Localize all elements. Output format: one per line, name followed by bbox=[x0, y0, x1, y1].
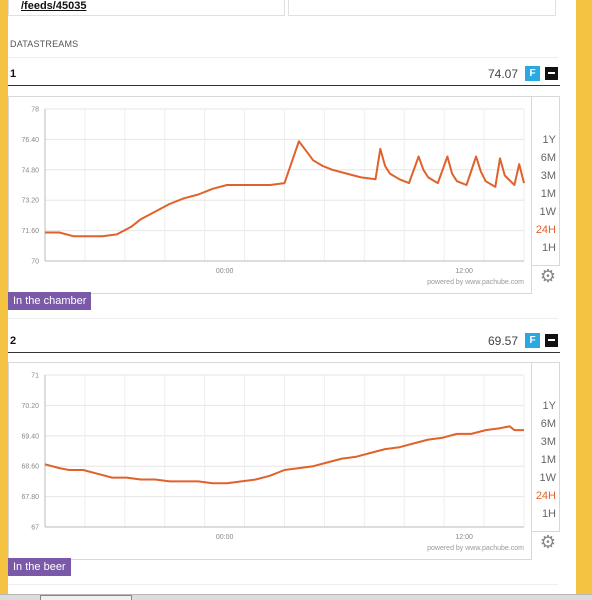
datastreams-heading: DATASTREAMS bbox=[10, 39, 79, 49]
range-selector: 1Y 6M 3M 1M 1W 24H 1H bbox=[532, 96, 560, 266]
datastream-current-value: 69.57 bbox=[487, 334, 518, 348]
fahrenheit-button[interactable]: F bbox=[525, 333, 540, 348]
range-option-6m[interactable]: 6M bbox=[540, 152, 556, 164]
status-bar-tab[interactable] bbox=[40, 595, 132, 600]
powered-by-text: powered by www.pachube.com bbox=[427, 279, 524, 286]
range-option-1y[interactable]: 1Y bbox=[542, 400, 556, 412]
datastream-tag[interactable]: In the beer bbox=[8, 558, 71, 576]
datastream-id: 1 bbox=[10, 68, 17, 80]
y-tick-label: 68.60 bbox=[21, 464, 39, 471]
y-tick-label: 73.20 bbox=[21, 198, 39, 205]
range-option-24h[interactable]: 24H bbox=[535, 224, 556, 236]
gear-icon[interactable]: ⚙ bbox=[539, 266, 557, 286]
feed-link-box: /feeds/45035 bbox=[8, 0, 285, 16]
range-option-24h[interactable]: 24H bbox=[535, 490, 556, 502]
range-option-3m[interactable]: 3M bbox=[540, 170, 556, 182]
x-tick-label: 00:00 bbox=[216, 268, 234, 275]
datastream-tag[interactable]: In the chamber bbox=[8, 292, 92, 310]
datastream-id: 2 bbox=[10, 335, 17, 347]
y-tick-label: 78 bbox=[31, 107, 39, 114]
range-option-1w[interactable]: 1W bbox=[539, 472, 557, 484]
range-option-1m[interactable]: 1M bbox=[540, 188, 556, 200]
datastream-chart: 78 76.40 74.80 73.20 71.60 70 00:00 12:00 powere… bbox=[8, 96, 532, 294]
x-tick-label: 00:00 bbox=[216, 534, 234, 541]
range-option-1m[interactable]: 1M bbox=[540, 454, 556, 466]
y-tick-label: 67 bbox=[31, 525, 39, 532]
range-option-1h[interactable]: 1H bbox=[541, 508, 556, 520]
range-option-3m[interactable]: 3M bbox=[540, 436, 556, 448]
status-bar bbox=[0, 594, 592, 600]
range-option-6m[interactable]: 6M bbox=[540, 418, 556, 430]
y-tick-label: 71 bbox=[31, 373, 39, 380]
feed-link[interactable]: /feeds/45035 bbox=[21, 0, 87, 12]
fahrenheit-button[interactable]: F bbox=[525, 66, 540, 81]
y-tick-label: 74.80 bbox=[21, 167, 39, 174]
x-tick-label: 12:00 bbox=[455, 534, 473, 541]
y-tick-label: 67.80 bbox=[21, 494, 39, 501]
line-chart: 78 76.40 74.80 73.20 71.60 70 00:00 12:00 powere… bbox=[21, 107, 525, 286]
divider bbox=[8, 318, 558, 319]
collapse-icon[interactable] bbox=[545, 67, 558, 80]
divider bbox=[8, 57, 558, 58]
powered-by-text: powered by www.pachube.com bbox=[427, 545, 524, 552]
line-chart: 71 70.20 69.40 68.60 67.80 67 00:00 12:00 powere… bbox=[21, 373, 525, 552]
datastream-chart: 71 70.20 69.40 68.60 67.80 67 00:00 12:00 powere… bbox=[8, 362, 532, 560]
y-tick-label: 69.40 bbox=[21, 433, 39, 440]
x-tick-label: 12:00 bbox=[455, 268, 473, 275]
y-tick-label: 71.60 bbox=[21, 228, 39, 235]
y-tick-label: 70.20 bbox=[21, 403, 39, 410]
feed-info-box bbox=[288, 0, 556, 16]
y-tick-label: 76.40 bbox=[21, 137, 39, 144]
divider bbox=[8, 584, 558, 585]
range-option-1w[interactable]: 1W bbox=[539, 206, 557, 218]
series-line bbox=[44, 425, 524, 485]
series-line bbox=[45, 140, 525, 238]
range-option-1y[interactable]: 1Y bbox=[542, 134, 556, 146]
datastream-header: 1 74.07 F bbox=[8, 66, 560, 86]
datastream-header: 2 69.57 F bbox=[8, 333, 560, 353]
range-option-1h[interactable]: 1H bbox=[541, 242, 556, 254]
range-selector: 1Y 6M 3M 1M 1W 24H 1H bbox=[532, 362, 560, 532]
collapse-icon[interactable] bbox=[545, 334, 558, 347]
y-tick-label: 70 bbox=[31, 259, 39, 266]
datastream-current-value: 74.07 bbox=[487, 67, 518, 81]
gear-icon[interactable]: ⚙ bbox=[539, 532, 557, 552]
